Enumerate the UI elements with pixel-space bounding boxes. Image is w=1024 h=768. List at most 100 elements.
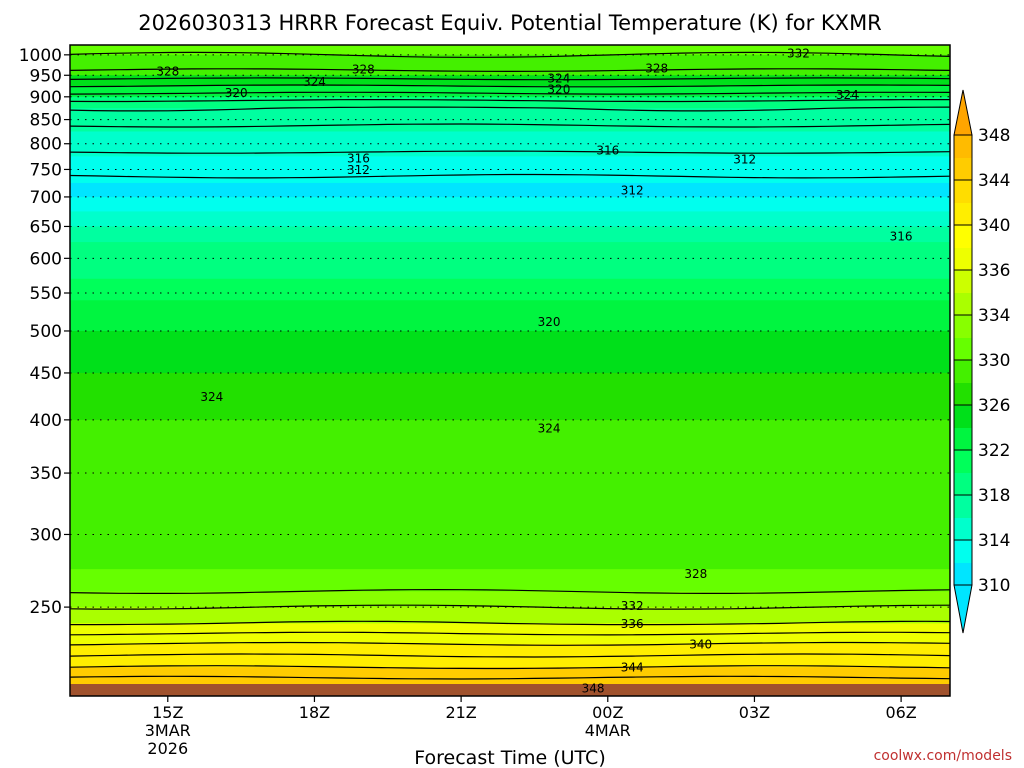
band-329 <box>70 534 950 570</box>
colorbar-swatch-346 <box>954 157 972 181</box>
y-tick-label: 400 <box>30 411 62 431</box>
colorbar-label: 340 <box>978 216 1010 236</box>
contour-322 <box>70 91 950 95</box>
y-tick-label: 1000 <box>19 46 62 66</box>
contour-326 <box>70 77 950 81</box>
colorbar-low-arrow <box>953 584 973 634</box>
colorbar-high-arrow <box>953 89 973 136</box>
x-tick-date: 3MAR <box>145 721 191 740</box>
colorbar-swatch-338 <box>954 247 972 271</box>
colorbar-swatch-342 <box>954 202 972 226</box>
contour-318 <box>70 106 950 112</box>
contour-label: 324 <box>538 421 561 435</box>
credit-text: coolwx.com/models <box>874 748 1012 764</box>
colorbar-swatch-336 <box>954 270 972 293</box>
y-tick-label: 450 <box>30 364 62 384</box>
band-312 <box>70 169 950 184</box>
band-329.5 <box>70 54 950 66</box>
band-314.5 <box>70 143 950 157</box>
colorbar-swatch-316 <box>954 495 972 518</box>
contour-312 <box>70 173 950 179</box>
x-tick-year: 2026 <box>147 739 188 758</box>
y-tick-label: 800 <box>30 135 62 155</box>
colorbar-swatch-318 <box>954 472 972 496</box>
contour-label: 328 <box>352 63 375 77</box>
x-tick-label: 18Z <box>299 703 330 722</box>
contour-346 <box>70 675 950 680</box>
contour-label: 328 <box>156 65 179 79</box>
contour-label: 316 <box>890 229 913 243</box>
contour-label: 312 <box>621 184 644 198</box>
contour-330 <box>70 51 950 58</box>
ground-strip <box>70 684 950 696</box>
color-bands <box>70 45 950 696</box>
band-318 <box>70 242 950 259</box>
band-311 <box>70 182 950 198</box>
colorbar-swatch-344 <box>954 180 972 203</box>
contour-label: 332 <box>787 46 810 60</box>
colorbar-label: 330 <box>978 351 1010 371</box>
contour-label: 320 <box>225 86 248 100</box>
contour-338 <box>70 631 950 636</box>
x-tick-label: 03Z <box>739 703 770 722</box>
x-tick-label: 00Z <box>592 703 623 722</box>
band-319.5 <box>70 258 950 280</box>
colorbar-label: 348 <box>978 126 1010 146</box>
band-320.5 <box>70 278 950 301</box>
contour-label: 340 <box>689 637 712 651</box>
contour-label: 336 <box>621 617 644 631</box>
contour-320 <box>70 99 950 103</box>
band-346 <box>70 667 950 689</box>
y-tick-label: 700 <box>30 188 62 208</box>
band-326 <box>70 372 950 421</box>
colorbar-swatch-322 <box>954 427 972 451</box>
contour-label: 328 <box>684 567 707 581</box>
band-330.5 <box>70 569 950 593</box>
x-axis-label: Forecast Time (UTC) <box>414 747 605 768</box>
band-333 <box>70 591 950 608</box>
contour-label: 320 <box>547 82 570 96</box>
contour-344 <box>70 665 950 670</box>
band-328 <box>70 419 950 474</box>
colorbar-label: 336 <box>978 261 1010 281</box>
plot-frame <box>69 44 951 697</box>
contour-lines <box>70 51 950 691</box>
contour-324 <box>70 84 950 88</box>
colorbar-label: 314 <box>978 531 1010 551</box>
colorbar-swatch-348 <box>954 135 972 158</box>
y-tick-label: 650 <box>30 217 62 237</box>
colorbar-swatch-312 <box>954 540 972 563</box>
band-325.5 <box>70 75 950 87</box>
plot-area: 3483443403363323283243243203163123123163… <box>70 45 950 696</box>
contour-label: 320 <box>538 315 561 329</box>
contour-334 <box>70 604 950 610</box>
contour-label: 312 <box>347 163 370 177</box>
y-tick-label: 750 <box>30 160 62 180</box>
contour-label: 332 <box>621 599 644 613</box>
x-tick-date: 4MAR <box>585 721 631 740</box>
contour-336 <box>70 620 950 626</box>
band-322 <box>70 300 950 332</box>
x-tick-label: 06Z <box>885 703 916 722</box>
y-tick-label: 850 <box>30 111 62 131</box>
contour-label: 348 <box>582 682 605 696</box>
band-316.5 <box>70 226 950 243</box>
y-tick-label: 600 <box>30 249 62 269</box>
colorbar-swatch-326 <box>954 382 972 406</box>
contour-labels: 3483443403363323283243243203163123123163… <box>156 46 913 696</box>
contour-label: 324 <box>303 75 326 89</box>
band-313 <box>70 156 950 171</box>
contour-328 <box>70 68 950 73</box>
y-tick-label: 300 <box>30 525 62 545</box>
contour-342 <box>70 653 950 658</box>
contour-340 <box>70 641 950 646</box>
colorbar-label: 326 <box>978 396 1010 416</box>
colorbar-swatch-334 <box>954 292 972 316</box>
colorbar-label: 310 <box>978 576 1010 596</box>
band-319.5 <box>70 96 950 109</box>
colorbar-swatch-320 <box>954 450 972 473</box>
colorbar-label: 344 <box>978 171 1010 191</box>
contour-332 <box>70 588 950 594</box>
colorbar-swatch-324 <box>954 405 972 428</box>
